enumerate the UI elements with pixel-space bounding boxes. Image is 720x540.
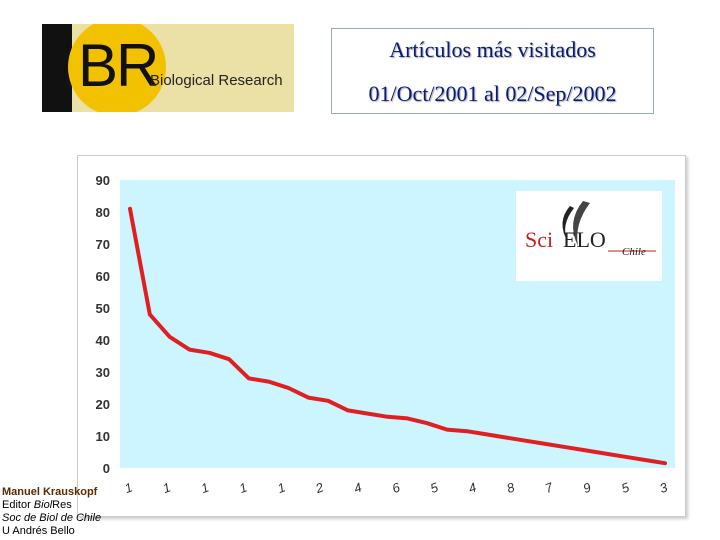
scielo-prefix: Sci: [525, 227, 553, 252]
line-chart: 0 10 20 30 40 50 60 70 80 90 1 1 1 1 1 2 4 6 5 4 8 7 9 5 3 Sci …: [96, 173, 675, 496]
logo-black-bar: [42, 24, 72, 112]
logo-journal-name: Biological Research: [150, 72, 283, 89]
y-tick-label: 40: [96, 333, 110, 348]
x-tick-label: 3: [657, 479, 670, 496]
series-line: [128, 206, 667, 466]
chart-frame: 0 10 20 30 40 50 60 70 80 90 1 1 1 1 1 2 4 6 5 4 8 7 9 5 3 Sci …: [77, 155, 686, 517]
br-logo: BR Biological Research: [42, 24, 294, 112]
x-tick-label: 1: [199, 479, 211, 496]
x-tick-label: 5: [428, 479, 441, 496]
scielo-swoosh-icon: [573, 201, 590, 246]
x-tick-label: 9: [581, 479, 593, 496]
x-tick-label: 1: [237, 479, 249, 496]
scielo-logo-bg: [516, 191, 662, 281]
y-tick-label: 60: [96, 269, 110, 284]
title-box: Artículos más visitados 01/Oct/2001 al 0…: [331, 28, 654, 114]
y-tick-label: 90: [96, 173, 110, 188]
y-tick-label: 20: [96, 397, 110, 412]
author-society: Soc de Biol de Chile: [2, 512, 102, 524]
x-tick-label: 7: [543, 479, 556, 496]
x-tick-label: 2: [313, 479, 327, 496]
logo-yellow-circle: [68, 24, 166, 112]
x-tick-label: 1: [275, 479, 287, 496]
x-tick-label: 4: [466, 479, 478, 496]
x-tick-label: 4: [352, 479, 364, 496]
author-block: Manuel Krauskopf Editor BiolRes Soc de B…: [2, 486, 101, 538]
date-range: 01/Oct/2001 al 02/Sep/2002: [368, 81, 617, 106]
x-tick-label: 8: [505, 479, 518, 496]
x-tick-label: 5: [619, 479, 632, 496]
author-role-suffix: Res: [52, 499, 72, 511]
page-title: Artículos más visitados: [389, 37, 596, 62]
y-tick-label: 50: [96, 301, 110, 316]
x-tick-label: 6: [390, 479, 403, 496]
author-role: Editor BiolRes: [2, 499, 101, 512]
x-tick-label: 1: [122, 479, 134, 496]
y-tick-label: 80: [96, 205, 110, 220]
y-tick-label: 30: [96, 365, 110, 380]
scielo-middle: ELO: [563, 227, 606, 252]
scielo-swoosh-icon: [562, 206, 574, 242]
author-role-journal: Biol: [33, 499, 53, 511]
y-tick-label: 70: [96, 237, 110, 252]
author-name: Manuel Krauskopf: [2, 486, 98, 498]
x-tick-label: 1: [161, 479, 173, 496]
scielo-suffix: Chile: [622, 246, 646, 258]
scielo-logo: Sci ELO Chile: [516, 191, 662, 281]
y-tick-label: 0: [103, 461, 110, 476]
y-tick-label: 10: [96, 429, 110, 444]
logo-letters: BR: [78, 32, 159, 99]
author-role-prefix: Editor: [2, 499, 34, 511]
author-university: U Andrés Bello: [2, 525, 75, 537]
